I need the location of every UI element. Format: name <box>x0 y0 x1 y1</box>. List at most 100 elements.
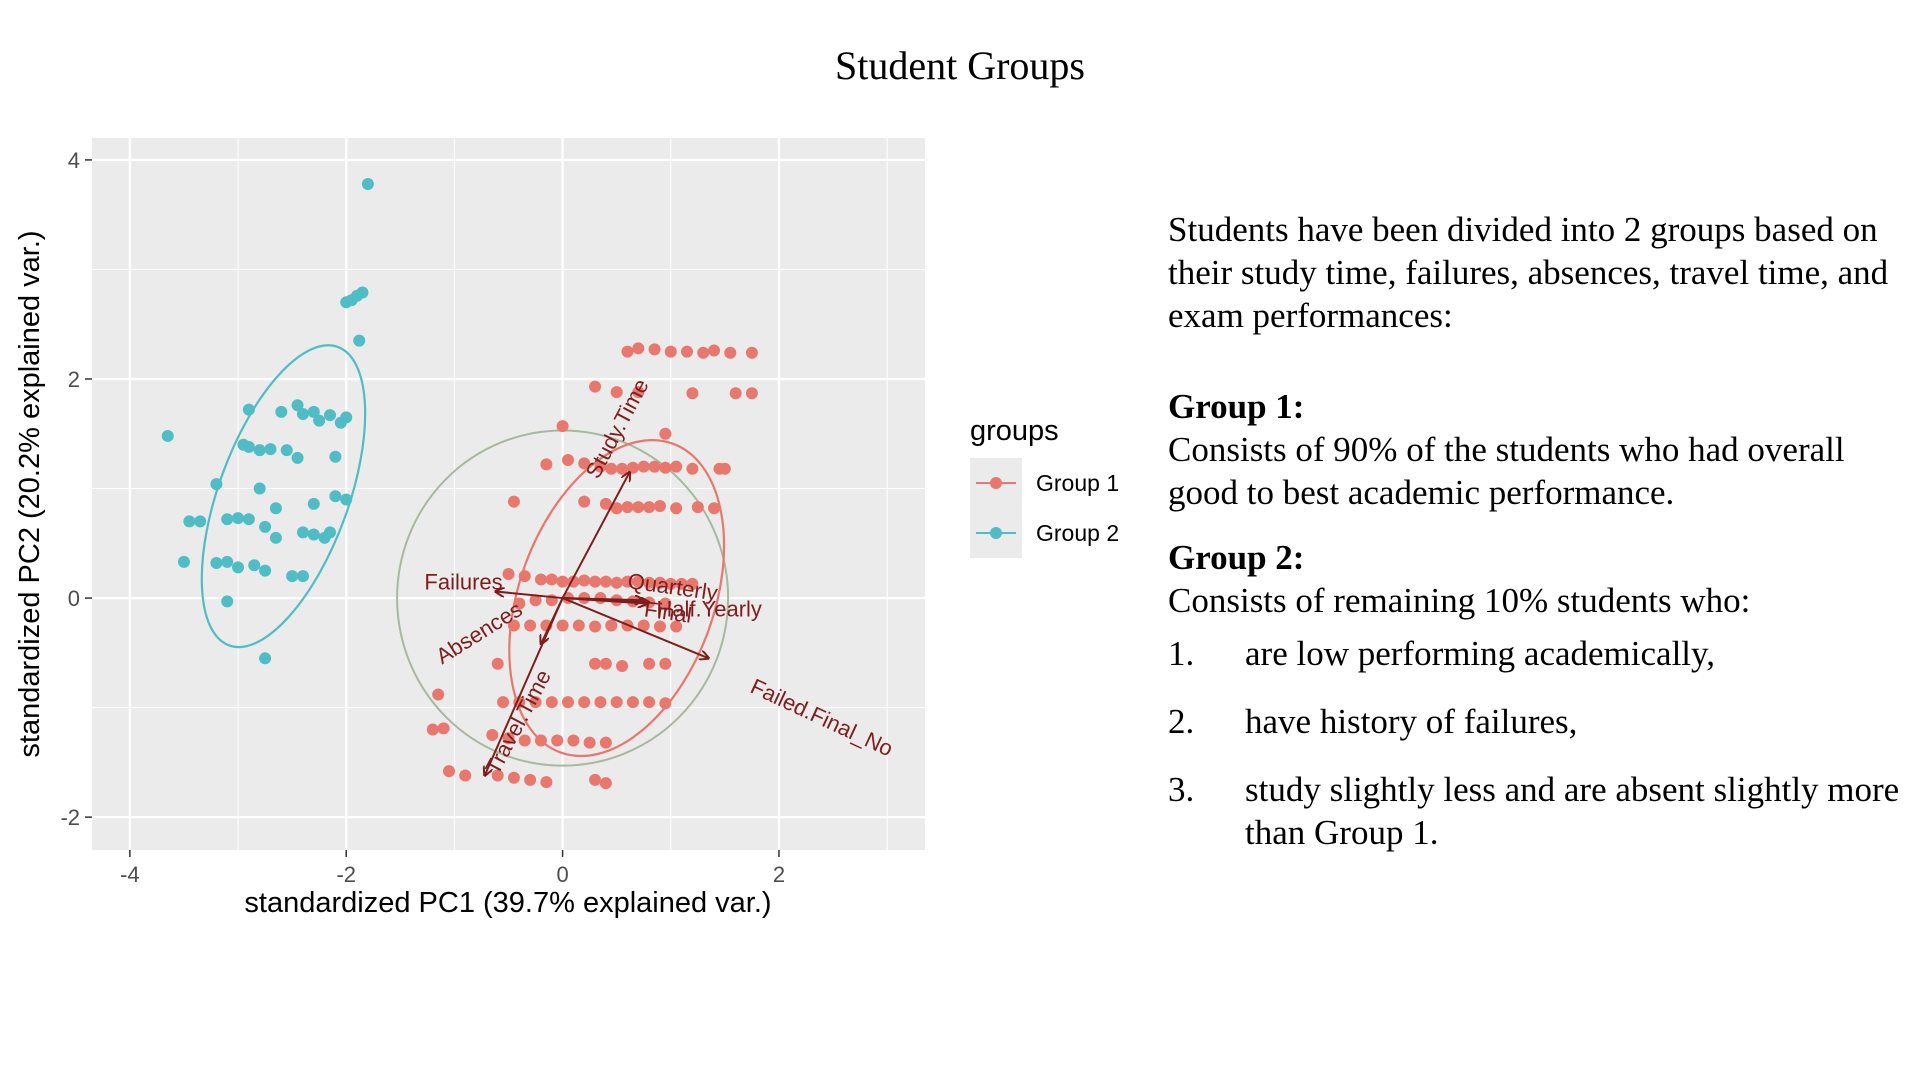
data-point <box>632 575 645 588</box>
group1-text: Consists of 90% of the students who had … <box>1168 430 1845 512</box>
data-point <box>578 696 591 709</box>
data-point <box>605 619 618 632</box>
data-point <box>659 597 672 610</box>
group1-heading: Group 1: <box>1168 387 1305 426</box>
axes-layer: -4 -2 0 2 -2 0 2 4 <box>60 148 785 887</box>
data-point <box>242 440 255 453</box>
data-point <box>745 387 758 400</box>
data-point <box>594 460 607 473</box>
data-point <box>589 575 602 588</box>
data-point <box>653 576 666 589</box>
list-number: 1. <box>1168 634 1195 673</box>
data-point <box>616 462 629 475</box>
data-point <box>589 380 602 393</box>
list-text: are low performing academically, <box>1245 634 1716 673</box>
y-tick-label: -2 <box>60 805 80 830</box>
data-point <box>540 458 553 471</box>
loading-arrow <box>496 591 563 600</box>
data-point <box>291 451 304 464</box>
data-point <box>626 696 639 709</box>
list-item: 2. have history of failures, <box>1168 700 1908 743</box>
data-point <box>432 688 445 701</box>
data-point <box>691 501 704 514</box>
list-item: 3. study slightly less and are absent sli… <box>1168 768 1908 854</box>
data-point <box>529 696 542 709</box>
data-point <box>232 512 245 525</box>
data-point <box>659 697 672 710</box>
loading-arrow <box>562 597 647 603</box>
group2-points: 1. are low performing academically, 2. hav… <box>1168 632 1908 854</box>
data-point <box>253 444 266 457</box>
group-ellipse <box>200 344 367 649</box>
data-point <box>637 460 650 473</box>
data-point <box>177 555 190 568</box>
legend-key-group-1 <box>970 458 1022 508</box>
data-point <box>610 502 623 515</box>
data-point <box>340 296 353 309</box>
data-point <box>280 444 293 457</box>
data-point <box>686 387 699 400</box>
data-point <box>621 501 634 514</box>
data-point <box>653 620 666 633</box>
y-tick-label: 2 <box>68 367 80 392</box>
data-point <box>599 777 612 790</box>
data-point <box>259 652 272 665</box>
data-point <box>269 531 282 544</box>
data-point <box>313 414 326 427</box>
data-point <box>259 520 272 533</box>
x-axis-title: standardized PC1 (39.7% explained var.) <box>244 887 771 919</box>
data-point <box>426 723 439 736</box>
legend: groups Group 1 Group 2 <box>970 415 1119 558</box>
data-point <box>567 734 580 747</box>
data-point <box>632 386 645 399</box>
data-point <box>534 573 547 586</box>
data-point <box>307 528 320 541</box>
data-point <box>643 501 656 514</box>
data-point <box>296 570 309 583</box>
list-number: 2. <box>1168 702 1195 741</box>
data-point <box>572 619 585 632</box>
loading-arrow <box>485 597 564 775</box>
data-point <box>616 659 629 672</box>
legend-label: Group 1 <box>1036 469 1120 496</box>
data-point <box>610 576 623 589</box>
data-point <box>529 594 542 607</box>
data-point <box>513 597 526 610</box>
pca-biplot: Study.TimeFailuresAbsencesTravel.TimeQua… <box>14 138 925 919</box>
data-point <box>589 773 602 786</box>
data-point <box>296 526 309 539</box>
legend-item-group-2: Group 2 <box>970 508 1119 558</box>
data-point <box>686 462 699 475</box>
data-point <box>443 765 455 778</box>
data-point <box>599 657 612 670</box>
data-point <box>653 500 666 513</box>
data-point <box>648 343 661 356</box>
slide-title: Student Groups <box>835 43 1085 88</box>
data-point <box>556 575 569 588</box>
data-point <box>578 457 591 470</box>
y-tick-label: 0 <box>68 586 80 611</box>
data-point <box>632 501 645 514</box>
data-point <box>708 502 721 515</box>
description-panel: Students have been divided into 2 groups… <box>1168 208 1908 879</box>
data-point <box>437 722 450 735</box>
data-point <box>659 461 672 474</box>
data-point <box>324 526 336 539</box>
data-point <box>275 405 288 418</box>
data-point <box>232 561 245 574</box>
data-point <box>269 502 282 515</box>
data-point <box>681 345 693 358</box>
group-ellipse <box>508 439 726 758</box>
data-point <box>708 344 721 357</box>
data-point <box>307 405 320 418</box>
loading-label: Failures <box>424 569 502 594</box>
data-point <box>497 696 510 709</box>
data-point <box>486 728 499 741</box>
list-text: study slightly less and are absent sligh… <box>1245 770 1900 852</box>
data-point <box>524 619 537 632</box>
group2-heading: Group 2: <box>1168 538 1305 577</box>
data-point <box>210 557 223 570</box>
group2-text: Consists of remaining 10% students who: <box>1168 581 1751 620</box>
data-point <box>675 577 688 590</box>
data-point <box>221 555 234 568</box>
